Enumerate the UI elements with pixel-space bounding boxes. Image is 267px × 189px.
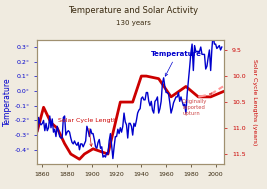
Text: 130 years: 130 years bbox=[116, 20, 151, 26]
Text: Temperature and Solar Activity: Temperature and Solar Activity bbox=[68, 6, 199, 15]
Y-axis label: Temperature: Temperature bbox=[3, 78, 12, 126]
Text: Originally
reported
upturn: Originally reported upturn bbox=[182, 93, 212, 116]
Text: Temperature: Temperature bbox=[151, 51, 202, 76]
Text: Solar Cycle Length: Solar Cycle Length bbox=[58, 118, 117, 146]
Y-axis label: Solar Cycle Lengths (years): Solar Cycle Lengths (years) bbox=[252, 59, 257, 145]
